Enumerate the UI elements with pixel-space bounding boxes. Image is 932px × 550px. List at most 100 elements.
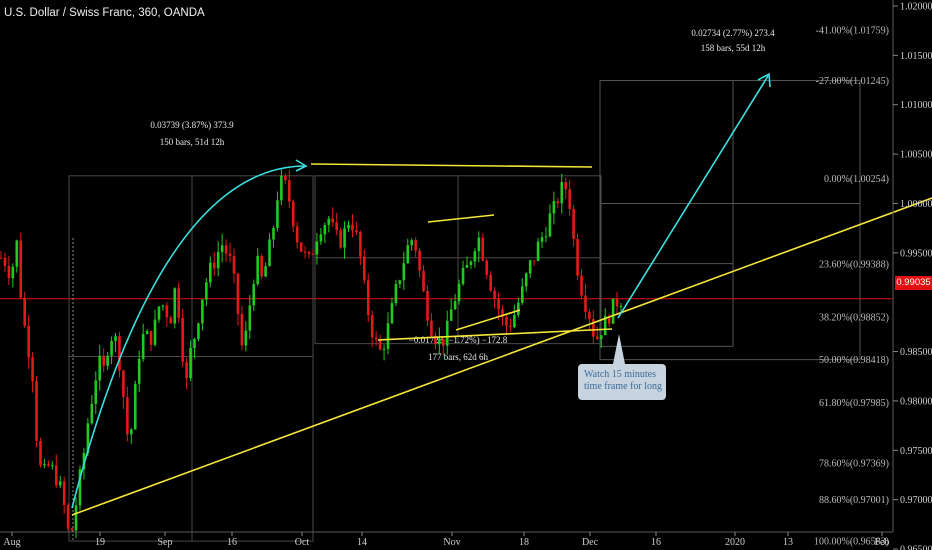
arrowhead-icon (757, 72, 771, 88)
candle-body (141, 333, 145, 359)
candle-body (118, 336, 121, 371)
candle-body (208, 262, 212, 283)
candle-body (47, 464, 50, 466)
candle-body (193, 338, 196, 348)
candle-body (173, 288, 177, 324)
candle-body (228, 253, 232, 257)
note-callout[interactable]: Watch 15 minutes time frame for long (578, 364, 666, 400)
candle-body (457, 284, 461, 302)
candle-body (343, 228, 346, 248)
current-price-label: 0.99035 (895, 276, 932, 290)
measure-label-1b: 150 bars, 51d 12h (160, 137, 225, 147)
candle-body (189, 347, 192, 378)
candle-body (51, 465, 54, 467)
candle-body (469, 261, 473, 265)
candle-body (524, 273, 528, 287)
candle-body (284, 175, 287, 181)
candle-body (272, 228, 275, 240)
candle-body (355, 230, 358, 232)
candle-body (489, 274, 492, 291)
price-tick-label: 1.00500 (900, 150, 932, 161)
candle-body (473, 251, 477, 262)
candle-body (603, 316, 607, 336)
candle-body (382, 348, 386, 350)
measure-label-2b: 177 bars, 62d 6h (428, 352, 488, 362)
candle-body (102, 355, 105, 366)
measure-label-3b: 158 bars, 55d 12h (701, 43, 766, 53)
chart-title: U.S. Dollar / Swiss Franc, 360, OANDA (4, 7, 205, 19)
trendline-support (71, 197, 932, 516)
candle-body (7, 266, 11, 279)
candle-body (532, 260, 536, 262)
note-line-2: time frame for long (584, 381, 663, 392)
candle-body (287, 180, 291, 202)
candle-body (568, 189, 571, 209)
candle-body (327, 218, 331, 225)
trendline-channel-top (427, 214, 495, 223)
candle-body (517, 302, 520, 315)
candle-body (394, 284, 398, 304)
price-tick-label: 1.02000 (900, 2, 932, 13)
candle-body (110, 341, 113, 356)
candle-body (3, 257, 7, 267)
arrowhead-icon (295, 159, 308, 172)
candle-body (359, 231, 362, 257)
candle-body (236, 273, 240, 314)
candle-body (54, 465, 58, 486)
time-tick-label: Feb (875, 537, 890, 548)
candle-body (315, 241, 319, 255)
candle-body (303, 251, 307, 253)
chart-drawings (71, 72, 932, 516)
candle-body (78, 469, 82, 506)
candle-body (62, 481, 66, 505)
measure-label-2a: −0.01728 (−1.72%) −172.8 (409, 335, 508, 345)
candle-body (363, 256, 366, 281)
candle-body (165, 305, 169, 318)
candle-body (31, 357, 34, 382)
candle-body (169, 317, 173, 324)
candle-body (86, 423, 90, 453)
candle-body (540, 237, 544, 242)
candle-body (114, 336, 117, 342)
candle-body (611, 298, 615, 324)
candle-body (106, 355, 109, 366)
candle-body (161, 305, 165, 307)
price-tick-label: 0.97000 (900, 495, 932, 506)
candle-body (74, 505, 78, 531)
candle-body (323, 224, 327, 235)
trendline-channel-bottom (455, 309, 521, 331)
candle-body (410, 240, 414, 246)
candle-body (224, 245, 228, 254)
candle-body (133, 383, 137, 430)
time-tick-label: 14 (357, 537, 367, 548)
candle-body (331, 218, 335, 223)
fib-level-label: 100.00%(0.96583) (814, 536, 889, 547)
candle-body (619, 305, 623, 307)
candle-body (493, 290, 496, 299)
candle-body (299, 242, 303, 252)
candle-body (580, 275, 583, 296)
candle-body (39, 440, 42, 466)
candle-body (280, 175, 283, 201)
candle-body (552, 201, 556, 214)
candle-body (426, 291, 429, 321)
candle-body (434, 335, 437, 345)
candle-body (607, 316, 611, 324)
candle-body (564, 182, 568, 190)
fib-range-box (599, 80, 861, 361)
candle-body (311, 253, 315, 255)
candle-body (584, 295, 587, 312)
time-tick-label: Dec (582, 537, 599, 548)
time-tick-label: 16 (227, 537, 237, 548)
candle-body (11, 266, 15, 279)
price-tick-label: 0.98500 (900, 347, 932, 358)
candle-body (596, 336, 599, 340)
candle-body (509, 325, 512, 328)
candle-body (465, 264, 469, 268)
candle-body (201, 299, 204, 324)
candle-body (430, 320, 433, 336)
candle-body (27, 325, 30, 358)
candle-body (398, 280, 402, 285)
candle-body (556, 201, 560, 204)
